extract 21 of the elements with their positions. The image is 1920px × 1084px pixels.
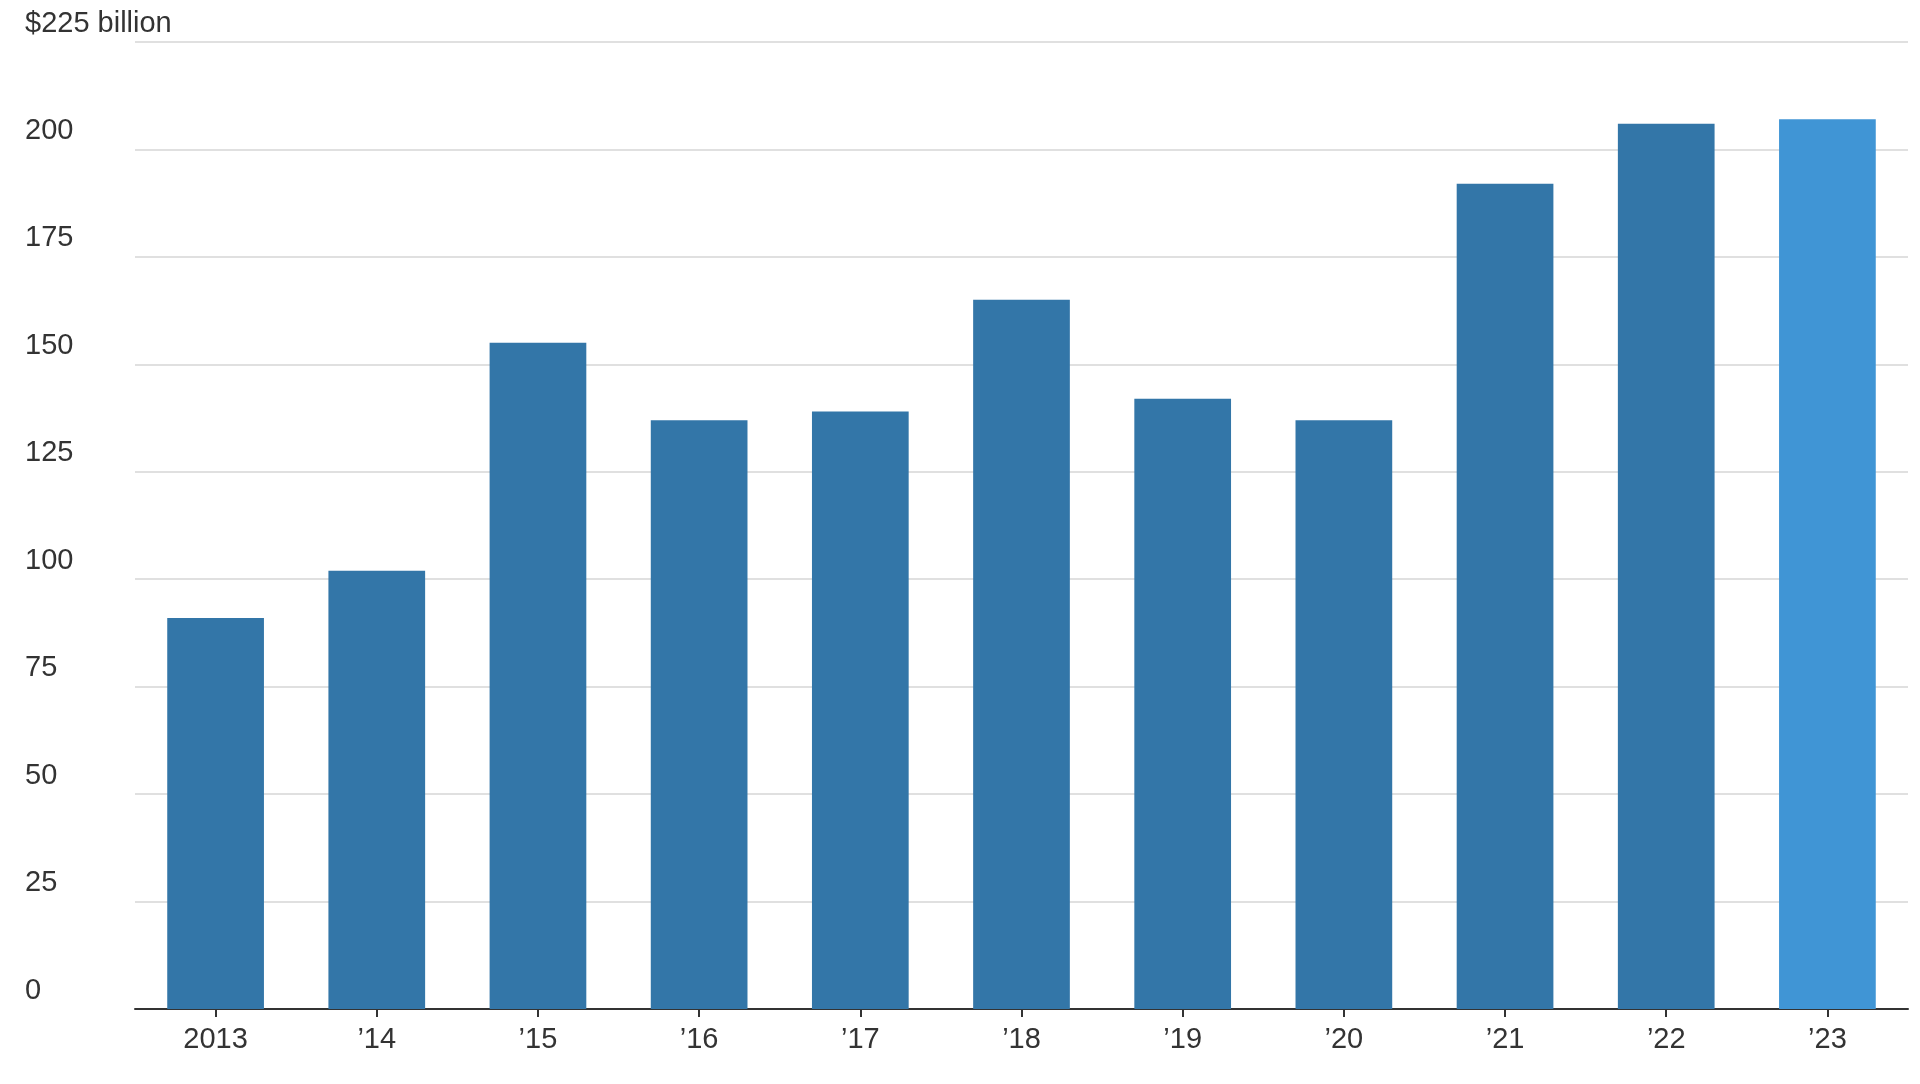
y-tick-label: 25 — [25, 865, 58, 898]
x-tick-label: ’17 — [840, 1021, 880, 1054]
y-tick-label: 75 — [25, 650, 58, 683]
x-tick-label: ’15 — [518, 1021, 558, 1054]
x-tick-label: ’16 — [679, 1021, 719, 1054]
y-tick-label: 100 — [25, 542, 74, 575]
y-tick-label: 150 — [25, 327, 74, 360]
x-tick-label: ’19 — [1163, 1021, 1203, 1054]
x-tick-label: ’23 — [1808, 1021, 1847, 1054]
x-tick-label: 2013 — [183, 1021, 248, 1054]
y-tick-label: $225 billion — [25, 5, 172, 38]
y-tick-label: 200 — [25, 112, 74, 145]
y-tick-label: 0 — [25, 972, 42, 1005]
x-tick-label: ’20 — [1324, 1021, 1364, 1054]
x-tick-label: ’22 — [1646, 1021, 1686, 1054]
x-tick-label: ’14 — [357, 1021, 397, 1054]
y-tick-label: 125 — [25, 435, 74, 468]
y-tick-label: 50 — [25, 757, 58, 790]
x-tick-label: ’18 — [1002, 1021, 1041, 1054]
y-tick-label: 175 — [25, 220, 74, 253]
x-tick-label: ’21 — [1485, 1021, 1525, 1054]
